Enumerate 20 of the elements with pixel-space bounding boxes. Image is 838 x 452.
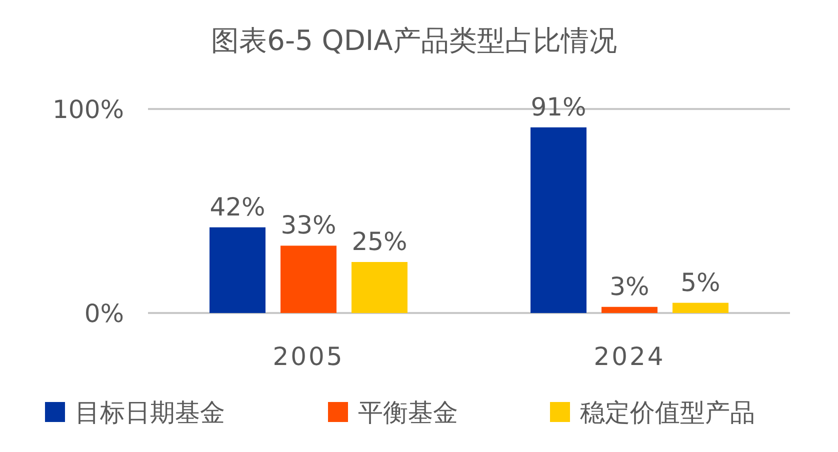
bar [352, 262, 408, 313]
data-label: 25% [352, 227, 408, 256]
y-tick-label: 100% [52, 95, 124, 124]
data-label: 3% [610, 272, 650, 301]
data-label: 91% [530, 92, 586, 122]
y-tick-label: 0% [84, 299, 124, 328]
bar [602, 306, 658, 313]
x-tick-label: 2005 [272, 342, 344, 371]
bar [210, 227, 266, 313]
bar [280, 246, 336, 313]
data-label: 5% [680, 268, 720, 297]
legend-label: 目标日期基金 [75, 398, 225, 427]
chart-title: 图表6-5 QDIA产品类型占比情况 [211, 24, 617, 57]
bar [530, 127, 586, 313]
x-tick-label: 2024 [594, 342, 666, 371]
legend-label: 稳定价值型产品 [580, 398, 755, 427]
bar [672, 302, 728, 313]
legend-label: 平衡基金 [358, 398, 458, 427]
data-label: 33% [280, 210, 336, 240]
data-label: 42% [210, 192, 266, 222]
